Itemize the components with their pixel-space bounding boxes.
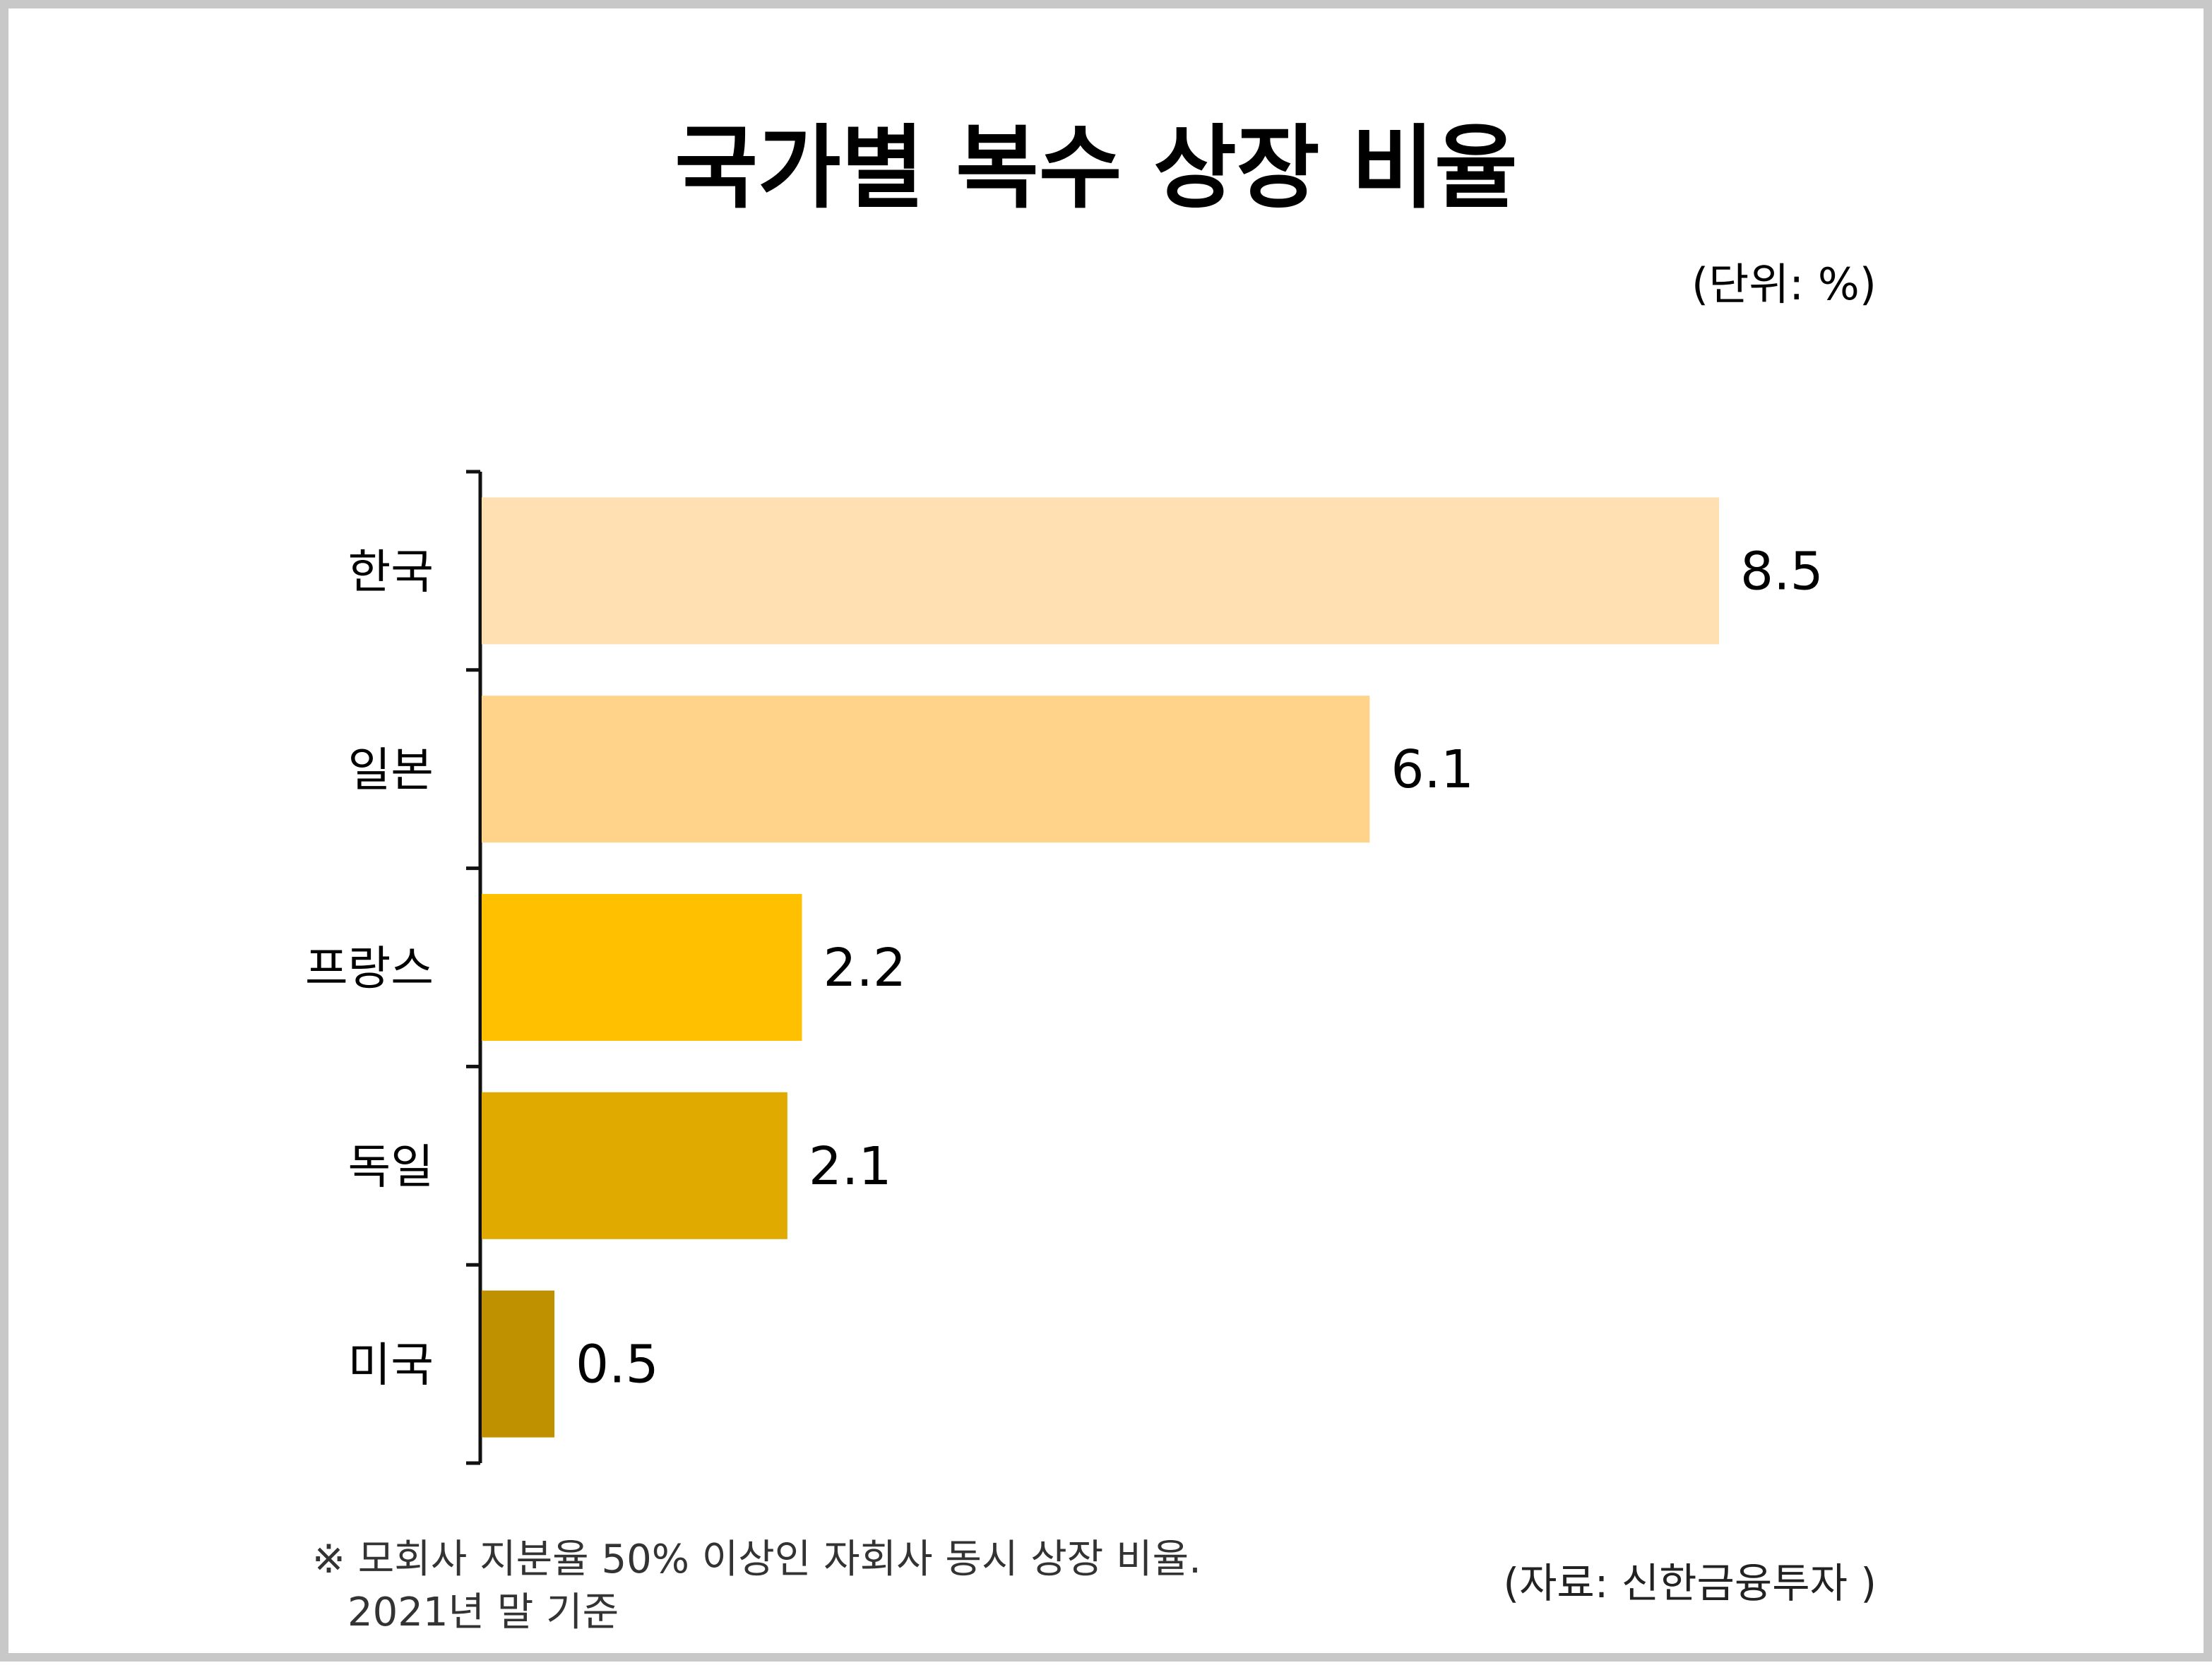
unit-label: (단위: %) xyxy=(1691,258,1877,310)
category-label: 미국 xyxy=(348,1338,434,1392)
value-labels: 8.5 6.1 2.2 2.1 0.5 xyxy=(576,541,1824,1395)
value-label: 8.5 xyxy=(1740,541,1824,602)
bars xyxy=(482,497,1719,1438)
footnote-line-1: ※ 모회사 지분율 50% 이상인 자회사 동시 상장 비율. xyxy=(312,1537,1201,1582)
value-label: 0.5 xyxy=(576,1335,659,1395)
chart-title: 국가별 복수 상장 비율 xyxy=(674,116,1518,221)
bar-0 xyxy=(482,497,1719,645)
footnote-line-2: 2021년 말 기준 xyxy=(347,1590,619,1635)
bar-3 xyxy=(482,1092,787,1239)
source-label: (자료: 신한금융투자 ) xyxy=(1503,1559,1877,1607)
bar-1 xyxy=(482,696,1370,843)
category-label: 일본 xyxy=(348,743,434,797)
y-axis xyxy=(466,470,482,1465)
category-label: 한국 xyxy=(348,544,434,599)
category-label: 프랑스 xyxy=(305,941,434,996)
value-label: 6.1 xyxy=(1391,739,1474,800)
bar-4 xyxy=(482,1290,555,1438)
value-label: 2.2 xyxy=(823,938,906,998)
bar-2 xyxy=(482,894,802,1041)
value-label: 2.1 xyxy=(809,1136,892,1197)
category-label: 독일 xyxy=(348,1140,434,1194)
